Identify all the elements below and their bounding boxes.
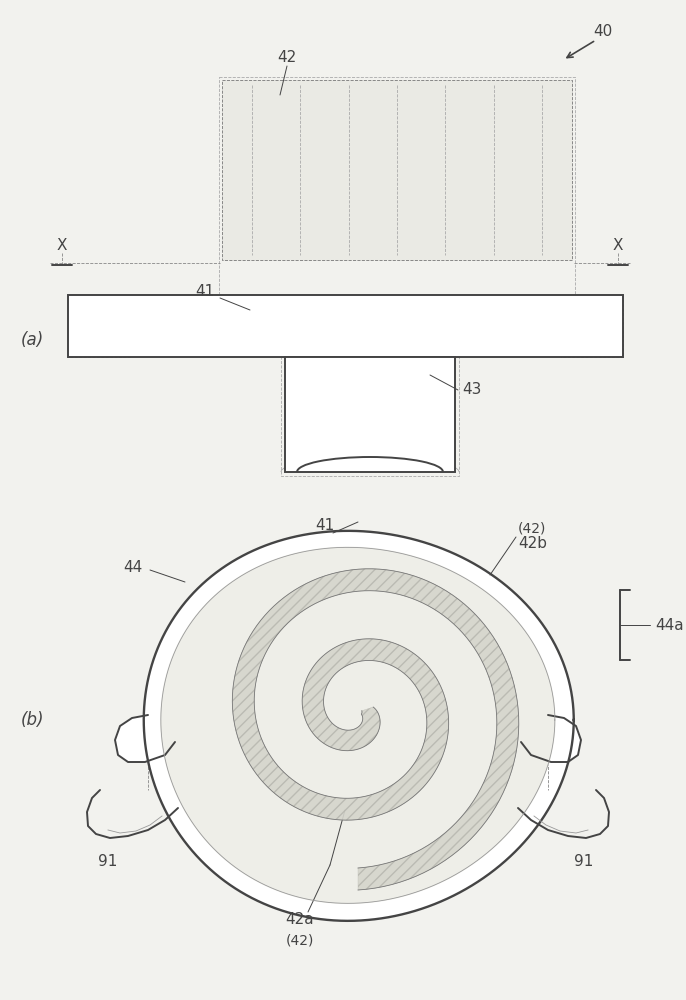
Text: (42): (42) <box>518 521 546 535</box>
Text: X: X <box>57 237 67 252</box>
Bar <box>297 365 443 470</box>
Bar <box>281 357 459 476</box>
Polygon shape <box>161 547 555 903</box>
Text: (42): (42) <box>286 933 314 947</box>
Text: 42a: 42a <box>285 912 314 928</box>
Text: 44: 44 <box>123 560 143 574</box>
Text: (b): (b) <box>21 711 44 729</box>
Text: 42: 42 <box>277 49 296 64</box>
Polygon shape <box>521 715 581 762</box>
Text: 44a: 44a <box>655 617 684 633</box>
Polygon shape <box>144 531 573 921</box>
Text: (a): (a) <box>21 331 44 349</box>
Polygon shape <box>233 569 519 890</box>
Bar <box>561 295 623 357</box>
Text: X: X <box>613 237 624 252</box>
Text: 40: 40 <box>593 24 613 39</box>
Text: 42b: 42b <box>518 536 547 550</box>
Text: 41: 41 <box>316 518 335 534</box>
Text: 91: 91 <box>574 854 593 869</box>
Bar <box>285 357 455 472</box>
Text: 41: 41 <box>196 284 215 300</box>
Text: 91: 91 <box>98 854 118 869</box>
Polygon shape <box>115 715 175 762</box>
Bar <box>68 295 130 357</box>
Bar <box>68 295 623 357</box>
Bar <box>219 77 575 298</box>
Text: 43: 43 <box>462 382 482 397</box>
Bar <box>222 80 572 260</box>
